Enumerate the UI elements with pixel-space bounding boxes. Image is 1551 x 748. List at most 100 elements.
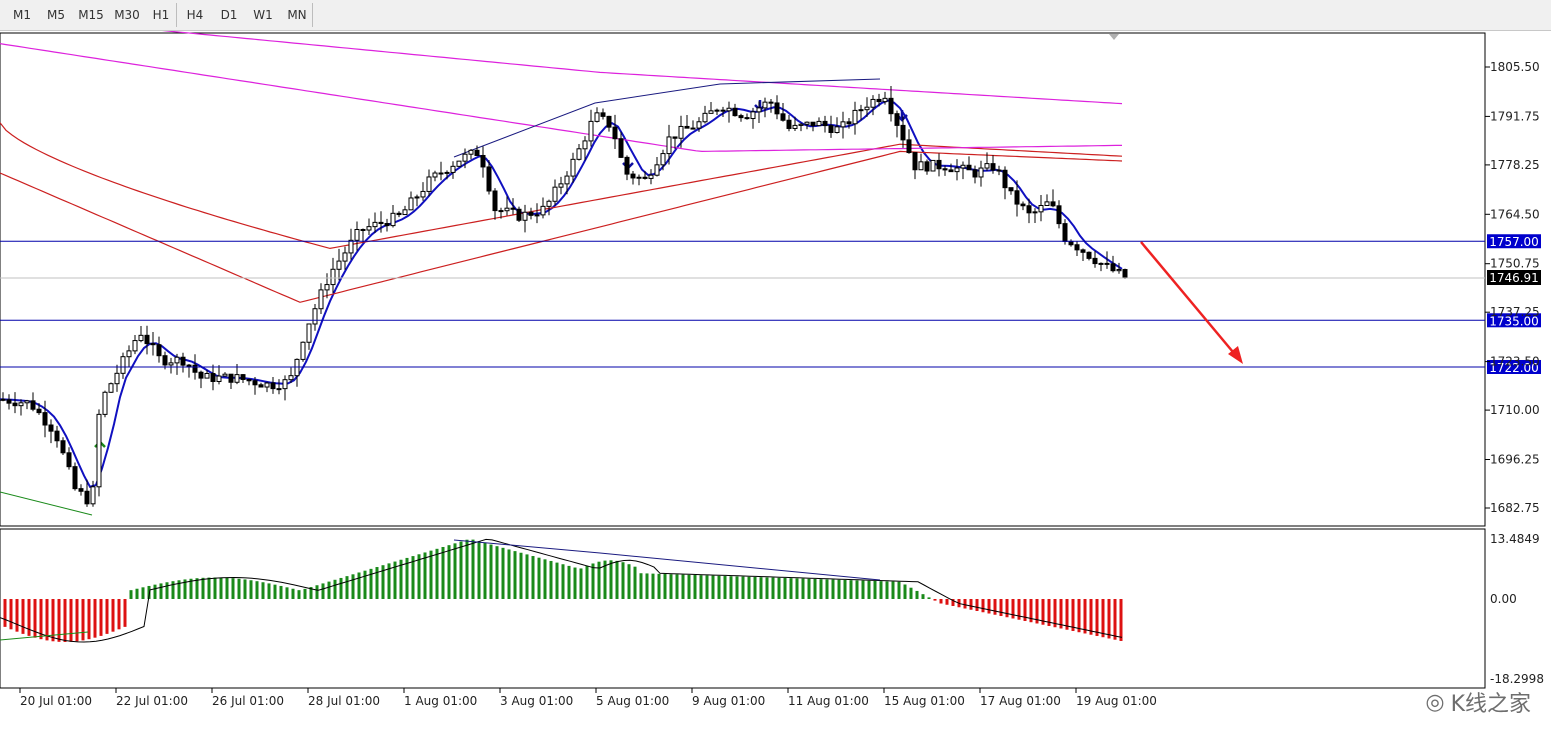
timeframe-h4[interactable]: H4 [186, 8, 204, 22]
timeframe-m1[interactable]: M1 [13, 8, 31, 22]
osc-bar [1083, 599, 1087, 634]
osc-bar [411, 556, 415, 599]
candle-body [126, 350, 132, 358]
osc-label: 13.4849 [1490, 532, 1540, 546]
osc-bar [369, 568, 373, 599]
candle-body [744, 117, 750, 120]
candle-body [792, 124, 798, 129]
time-label: 17 Aug 01:00 [980, 694, 1061, 708]
osc-bar [1047, 599, 1051, 626]
osc-bar [417, 554, 421, 599]
candle-body [600, 112, 606, 117]
osc-bar [825, 579, 829, 599]
candle-body [624, 156, 630, 175]
timeframe-mn[interactable]: MN [287, 8, 307, 22]
timeframe-m30[interactable]: M30 [114, 8, 140, 22]
timeframe-h1[interactable]: H1 [152, 8, 170, 22]
candle-body [6, 399, 12, 404]
osc-bar [975, 599, 979, 611]
candle-body [552, 186, 558, 202]
osc-bar [651, 573, 655, 599]
osc-bar [1029, 599, 1033, 623]
candle-body [60, 440, 66, 454]
osc-bar [669, 574, 673, 599]
candle-body [192, 364, 198, 373]
candle-body [1026, 205, 1032, 214]
osc-bar [1059, 599, 1063, 629]
osc-bar [333, 579, 337, 599]
shift-marker-icon[interactable] [1109, 34, 1119, 40]
timeframe-m15[interactable]: M15 [78, 8, 104, 22]
osc-bar [111, 599, 115, 632]
osc-bar [1119, 599, 1123, 641]
osc-bar [165, 582, 169, 599]
osc-bar [453, 543, 457, 599]
timeframe-d1[interactable]: D1 [220, 8, 238, 22]
candle-body [1074, 244, 1080, 251]
candle-body [972, 169, 978, 178]
osc-bar [423, 552, 427, 599]
osc-bar [339, 577, 343, 599]
candle-body [120, 356, 126, 374]
candle-body [252, 380, 258, 386]
time-label: 5 Aug 01:00 [596, 694, 669, 708]
level-label: 1757.00 [1489, 235, 1539, 249]
osc-bar [483, 542, 487, 599]
price-label: 1750.75 [1490, 257, 1540, 271]
candle-body [396, 212, 402, 216]
osc-bar [609, 560, 613, 599]
downtrend-arrow[interactable] [1140, 241, 1243, 364]
osc-bar [891, 581, 895, 599]
osc-bar [693, 575, 697, 599]
osc-bar [873, 580, 877, 599]
osc-bar [69, 599, 73, 642]
price-axis: 1805.50 1791.75 1778.25 1764.50 1750.75 1737.… [1485, 60, 1540, 515]
osc-bar [489, 544, 493, 599]
osc-bar [753, 577, 757, 599]
price-label: 1682.75 [1490, 501, 1540, 515]
candle-body [444, 171, 450, 174]
candle-body [996, 169, 1002, 172]
candlesticks [0, 86, 1128, 507]
timeframe-w1[interactable]: W1 [253, 8, 273, 22]
osc-bar [159, 583, 163, 599]
osc-bar [681, 574, 685, 599]
osc-bar [951, 599, 955, 607]
candle-body [474, 149, 480, 156]
osc-bar [45, 599, 49, 641]
candle-body [1080, 249, 1086, 253]
osc-bar [39, 599, 43, 640]
candle-body [570, 158, 576, 177]
candle-body [390, 212, 396, 227]
osc-bar [927, 597, 931, 599]
osc-bar [843, 579, 847, 599]
osc-bar [213, 577, 217, 599]
osc-bar [777, 577, 781, 599]
horizontal-levels[interactable]: 1757.00 1735.00 1722.00 [0, 234, 1541, 375]
candle-body [42, 412, 48, 426]
osc-bar [249, 580, 253, 599]
price-label: 1805.50 [1490, 60, 1540, 74]
osc-bar [837, 579, 841, 599]
candle-body [918, 161, 924, 171]
osc-bar [441, 546, 445, 599]
osc-bar [687, 574, 691, 599]
candle-body [456, 160, 462, 167]
candle-body [366, 226, 372, 231]
candle-body [660, 153, 666, 166]
time-label: 20 Jul 01:00 [20, 694, 92, 708]
ma-red-line-2 [0, 122, 1123, 250]
price-label: 1737.25 [1490, 305, 1540, 319]
osc-bar [1113, 599, 1117, 640]
osc-bar [447, 545, 451, 599]
osc-bar [429, 550, 433, 599]
price-label: 1764.50 [1490, 207, 1540, 221]
candle-body [984, 163, 990, 169]
candle-body [864, 106, 870, 111]
candle-body [168, 362, 174, 366]
candle-body [0, 398, 6, 401]
candle-body [642, 176, 648, 179]
time-label: 28 Jul 01:00 [308, 694, 380, 708]
timeframe-m5[interactable]: M5 [47, 8, 65, 22]
